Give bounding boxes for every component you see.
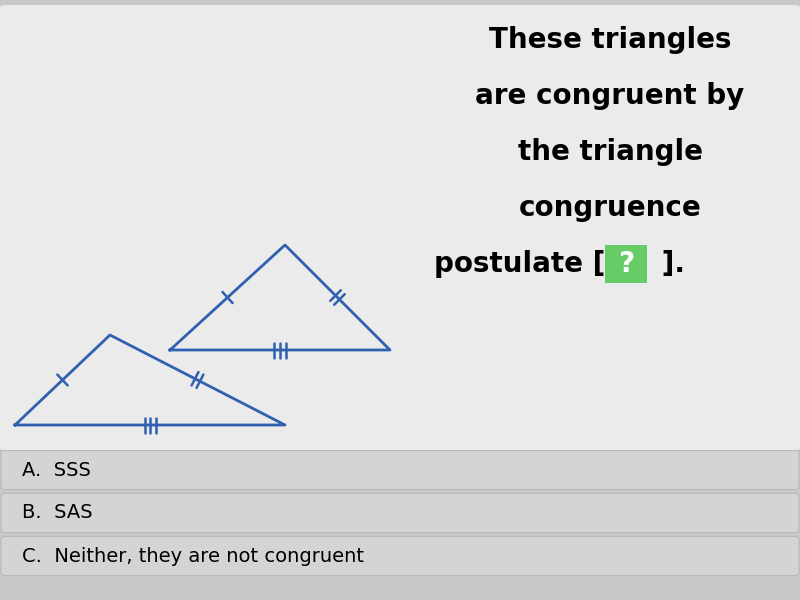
Text: C.  Neither, they are not congruent: C. Neither, they are not congruent: [22, 547, 364, 565]
FancyBboxPatch shape: [605, 245, 647, 283]
FancyBboxPatch shape: [1, 493, 799, 533]
Text: postulate [: postulate [: [434, 250, 605, 278]
FancyBboxPatch shape: [1, 451, 799, 490]
Text: B.  SAS: B. SAS: [22, 503, 93, 523]
FancyBboxPatch shape: [0, 5, 800, 450]
FancyBboxPatch shape: [1, 536, 799, 575]
Text: ].: ].: [652, 250, 685, 278]
Text: the triangle: the triangle: [518, 138, 702, 166]
Text: These triangles: These triangles: [489, 26, 731, 54]
Text: A.  SSS: A. SSS: [22, 461, 91, 479]
Text: congruence: congruence: [518, 194, 702, 222]
Text: are congruent by: are congruent by: [475, 82, 745, 110]
Text: ?: ?: [618, 250, 634, 278]
